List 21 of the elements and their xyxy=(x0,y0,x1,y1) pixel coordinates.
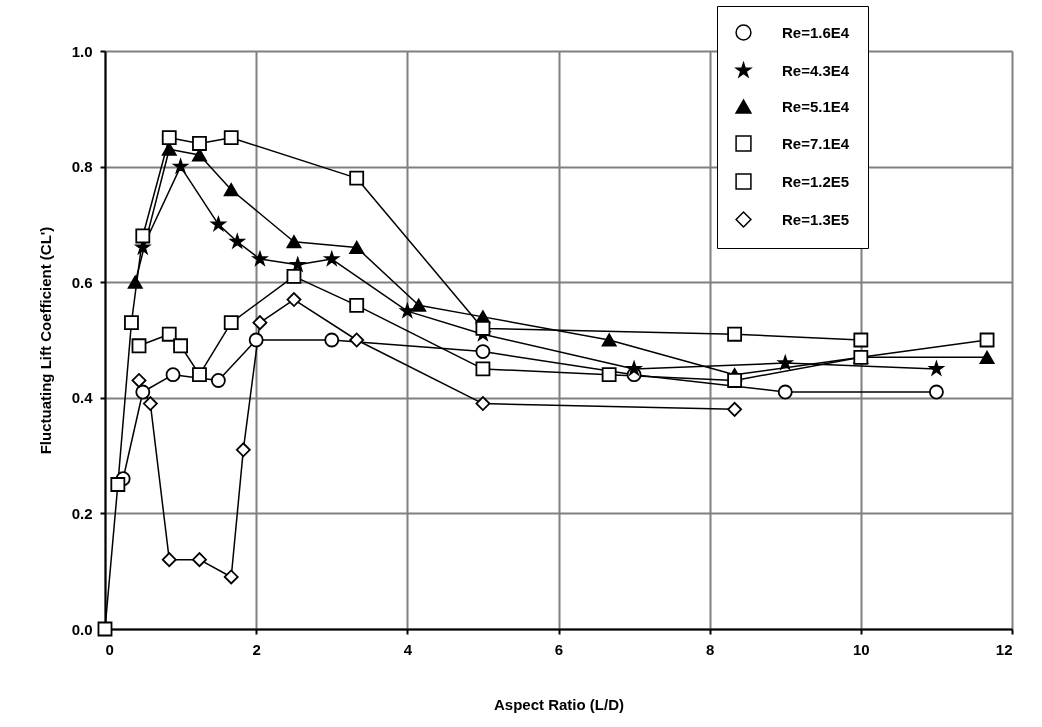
x-tick-label: 10 xyxy=(852,640,870,658)
y-tick-label: 0.0 xyxy=(71,620,93,638)
y-axis-title: Fluctuating Lift Coefficient (CL') xyxy=(36,226,54,455)
x-tick-label: 6 xyxy=(554,640,564,658)
legend-label: Re=1.6E4 xyxy=(782,23,850,41)
y-tick-label: 0.6 xyxy=(71,273,93,291)
x-tick-label: 12 xyxy=(995,640,1013,658)
legend-label: Re=5.1E4 xyxy=(782,97,850,115)
y-tick-label: 0.2 xyxy=(71,504,93,522)
y-tick-label: 0.4 xyxy=(71,389,94,407)
legend-label: Re=7.1E4 xyxy=(782,134,850,152)
y-tick-label: 1.0 xyxy=(71,42,93,60)
x-tick-label: 0 xyxy=(105,640,114,658)
legend-label: Re=4.3E4 xyxy=(782,61,850,79)
y-tick-label: 0.8 xyxy=(71,158,93,176)
x-axis-title: Aspect Ratio (L/D) xyxy=(493,695,625,713)
x-tick-label: 2 xyxy=(252,640,261,658)
legend-label: Re=1.2E5 xyxy=(782,172,850,190)
x-tick-label: 4 xyxy=(403,640,413,658)
legend-label: Re=1.3E5 xyxy=(782,210,850,228)
x-tick-label: 8 xyxy=(705,640,715,658)
